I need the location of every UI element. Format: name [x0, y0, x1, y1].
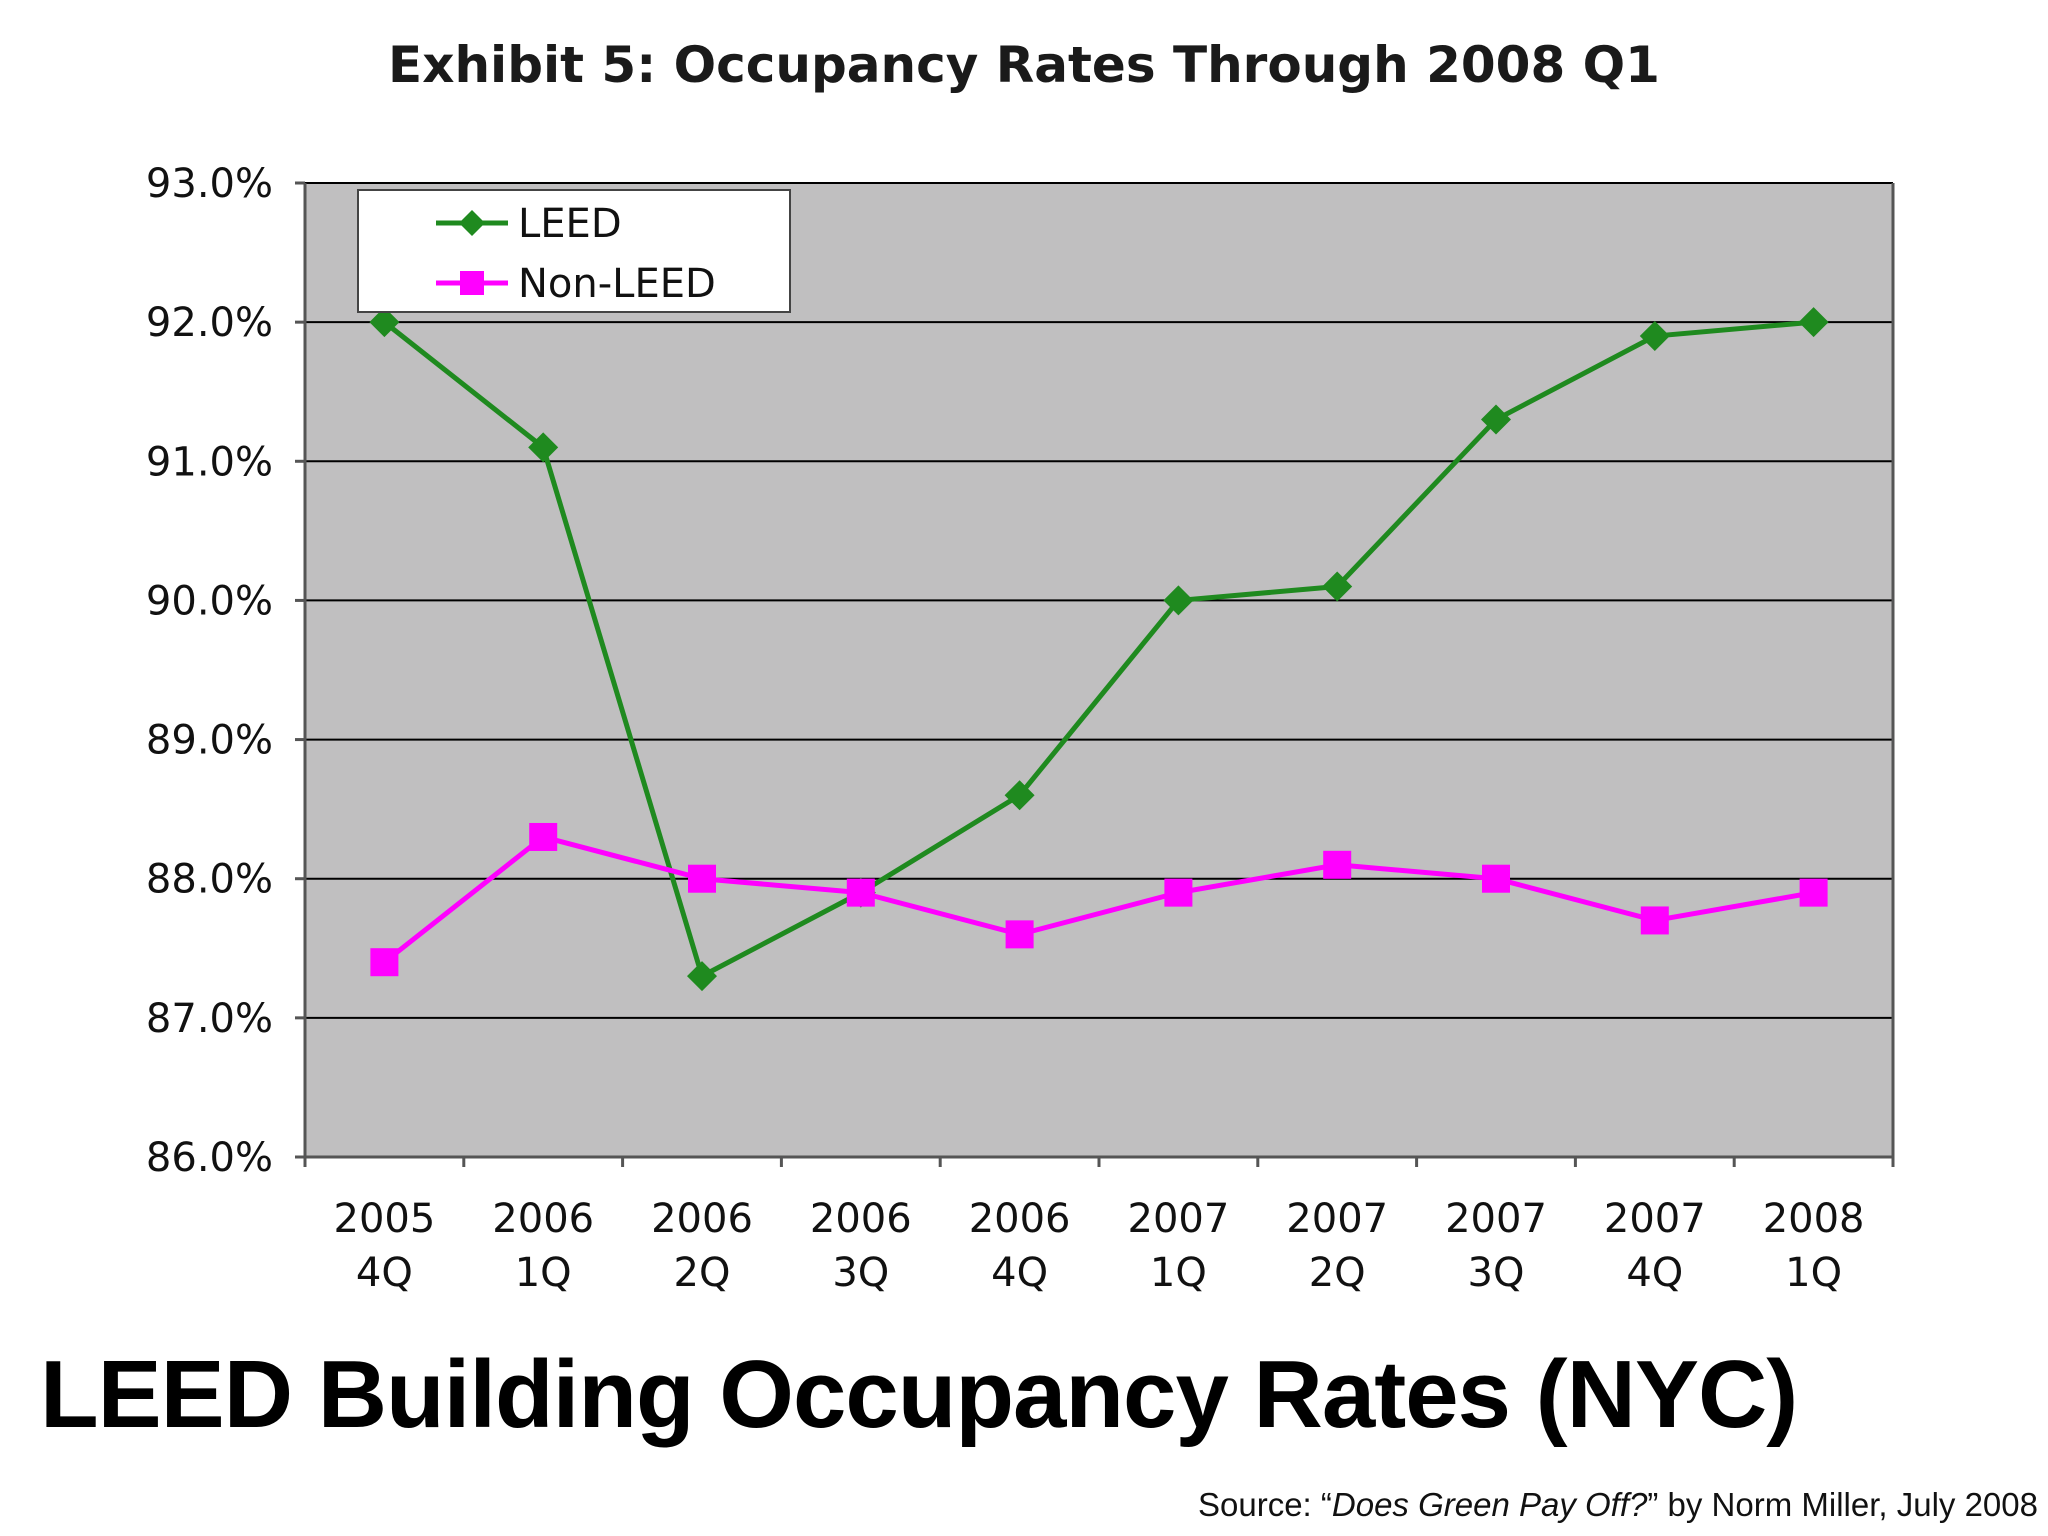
source-note: Source: “Does Green Pay Off?” by Norm Mi…	[1198, 1486, 2038, 1524]
x-tick-label-quarter-5: 1Q	[1150, 1250, 1207, 1296]
data-point-non-leed-9	[1799, 878, 1828, 907]
data-point-leed-2	[687, 961, 717, 992]
axes	[295, 181, 1895, 1167]
data-point-leed-9	[1798, 307, 1829, 338]
x-tick-label-quarter-0: 4Q	[356, 1250, 413, 1296]
source-title: Does Green Pay Off?	[1331, 1486, 1648, 1523]
x-tick-label-year-8: 2007	[1604, 1196, 1706, 1242]
data-point-leed-5	[1163, 585, 1194, 616]
x-tick-label-quarter-4: 4Q	[991, 1250, 1048, 1296]
plot-area	[305, 183, 1893, 1157]
data-point-non-leed-1	[529, 822, 558, 851]
series-leed	[369, 307, 1829, 992]
data-point-leed-7	[1481, 404, 1511, 435]
y-tick-label-3: 89.0%	[146, 718, 273, 764]
data-point-non-leed-3	[846, 878, 875, 907]
x-tick-label-quarter-7: 3Q	[1468, 1250, 1525, 1296]
legend: LEED Non-LEED	[357, 189, 791, 313]
x-tick-label-quarter-9: 1Q	[1785, 1250, 1842, 1296]
y-tick-label-7: 93.0%	[146, 161, 273, 207]
x-tick-label-year-0: 2005	[334, 1196, 436, 1242]
legend-box	[357, 189, 791, 313]
data-point-non-leed-0	[370, 948, 399, 977]
x-tick-label-year-9: 2008	[1763, 1196, 1865, 1242]
y-tick-label-0: 86.0%	[146, 1135, 273, 1181]
slide-heading: LEED Building Occupancy Rates (NYC)	[40, 1341, 1798, 1448]
legend-label-leed: LEED	[518, 201, 622, 247]
x-tick-label-year-1: 2006	[492, 1196, 594, 1242]
y-tick-labels: 86.0% 87.0% 88.0% 89.0% 90.0% 91.0% 92.0% 93.0%	[146, 161, 273, 1181]
series-line-leed	[382, 319, 1814, 979]
data-point-leed-1	[528, 432, 559, 463]
data-point-leed-0	[369, 307, 400, 338]
data-point-non-leed-4	[1005, 920, 1034, 949]
y-tick-label-6: 92.0%	[146, 300, 273, 346]
x-tick-label-year-3: 2006	[810, 1196, 912, 1242]
series	[369, 307, 1829, 992]
series-non-leed	[370, 822, 1828, 977]
data-point-leed-6	[1322, 571, 1353, 602]
x-tick-label-year-7: 2007	[1445, 1196, 1547, 1242]
line-chart: 86.0% 87.0% 88.0% 89.0% 90.0% 91.0% 92.0% 93.0%…	[146, 161, 1895, 1296]
x-tick-label-quarter-8: 4Q	[1626, 1250, 1683, 1296]
x-tick-label-year-2: 2006	[651, 1196, 753, 1242]
data-point-non-leed-8	[1640, 906, 1669, 935]
series-line-non-leed	[382, 834, 1815, 965]
source-prefix: Source: “	[1198, 1486, 1332, 1523]
legend-marker-non-leed	[460, 271, 484, 295]
data-point-non-leed-2	[688, 864, 716, 893]
data-point-leed-8	[1639, 321, 1670, 352]
x-tick-label-year-4: 2006	[969, 1196, 1071, 1242]
x-tick-label-quarter-1: 1Q	[515, 1250, 572, 1296]
data-point-non-leed-7	[1482, 864, 1510, 893]
y-tick-label-5: 91.0%	[146, 439, 273, 485]
x-tick-label-quarter-6: 2Q	[1309, 1250, 1366, 1296]
y-tick-label-2: 88.0%	[146, 857, 273, 903]
data-point-leed-4	[1004, 780, 1035, 811]
x-tick-label-year-5: 2007	[1128, 1196, 1230, 1242]
chart-title: Exhibit 5: Occupancy Rates Through 2008 …	[388, 36, 1660, 94]
legend-label-non-leed: Non-LEED	[518, 261, 716, 307]
x-tick-label-quarter-2: 2Q	[674, 1250, 731, 1296]
x-tick-label-quarter-3: 3Q	[832, 1250, 889, 1296]
legend-marker-leed	[459, 210, 485, 236]
data-point-non-leed-6	[1323, 850, 1352, 879]
source-suffix: ” by Norm Miller, July 2008	[1647, 1486, 2038, 1523]
gridlines	[305, 182, 1893, 1019]
x-tick-label-year-6: 2007	[1286, 1196, 1388, 1242]
data-point-non-leed-5	[1164, 878, 1193, 907]
y-tick-label-4: 90.0%	[146, 578, 273, 624]
y-tick-label-1: 87.0%	[146, 996, 273, 1042]
x-tick-labels: 2005 4Q 2006 1Q 2006 2Q 2006 3Q 2006 4Q 2007 1Q 2007…	[334, 1196, 1865, 1296]
